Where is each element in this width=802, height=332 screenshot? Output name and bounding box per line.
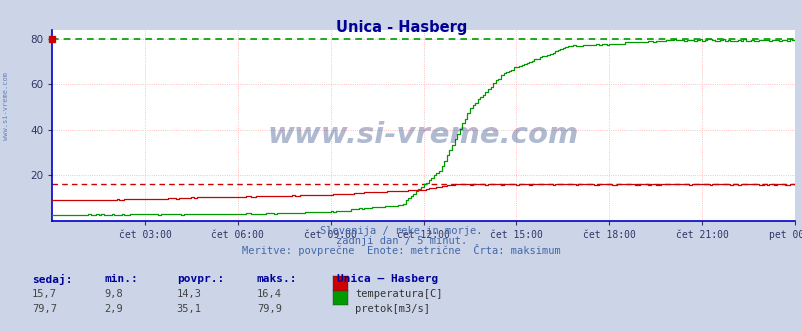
Text: Unica – Hasberg: Unica – Hasberg <box>337 274 438 284</box>
Text: zadnji dan / 5 minut.: zadnji dan / 5 minut. <box>335 236 467 246</box>
Text: 2,9: 2,9 <box>104 304 123 314</box>
Text: Slovenija / reke in morje.: Slovenija / reke in morje. <box>320 226 482 236</box>
Text: 14,3: 14,3 <box>176 289 201 299</box>
Text: 79,9: 79,9 <box>257 304 282 314</box>
Text: povpr.:: povpr.: <box>176 274 224 284</box>
Text: Meritve: povprečne  Enote: metrične  Črta: maksimum: Meritve: povprečne Enote: metrične Črta:… <box>242 244 560 256</box>
Text: 79,7: 79,7 <box>32 304 57 314</box>
Text: www.si-vreme.com: www.si-vreme.com <box>268 121 578 149</box>
Text: temperatura[C]: temperatura[C] <box>354 289 442 299</box>
Text: Unica - Hasberg: Unica - Hasberg <box>335 20 467 35</box>
Text: 9,8: 9,8 <box>104 289 123 299</box>
Text: sedaj:: sedaj: <box>32 274 72 285</box>
Text: min.:: min.: <box>104 274 138 284</box>
Text: 16,4: 16,4 <box>257 289 282 299</box>
Text: 15,7: 15,7 <box>32 289 57 299</box>
Text: maks.:: maks.: <box>257 274 297 284</box>
Text: www.si-vreme.com: www.si-vreme.com <box>3 72 10 140</box>
Text: 35,1: 35,1 <box>176 304 201 314</box>
Text: pretok[m3/s]: pretok[m3/s] <box>354 304 429 314</box>
